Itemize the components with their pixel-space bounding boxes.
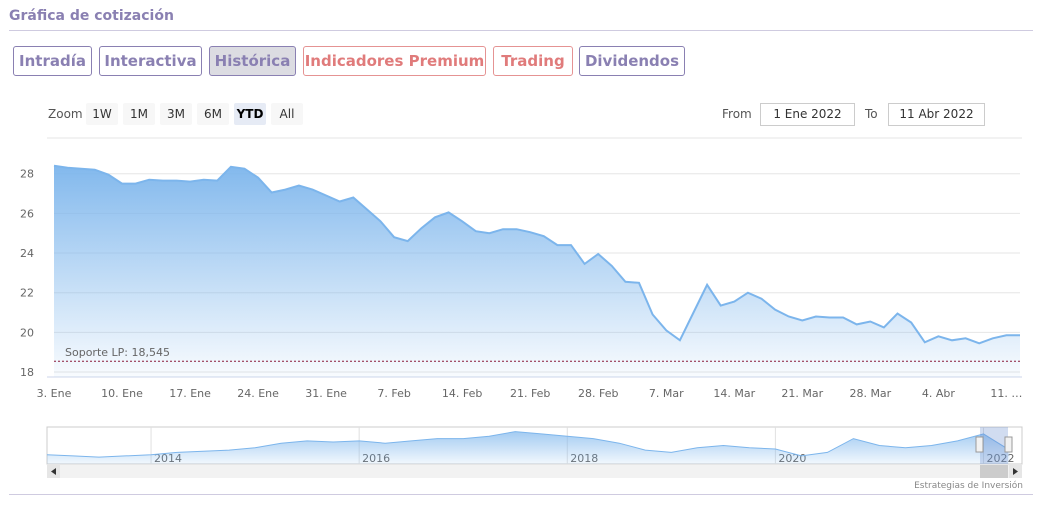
to-input[interactable]: 11 Abr 2022 <box>888 103 985 126</box>
arrow-left <box>51 468 56 475</box>
x-tick-label: 14. Feb <box>442 387 482 400</box>
y-tick-label: 22 <box>20 287 34 300</box>
tab-active[interactable]: Histórica <box>209 46 296 76</box>
to-label: To <box>865 107 878 121</box>
zoom-button-active[interactable]: YTD <box>234 103 266 125</box>
navigator-handle[interactable] <box>975 436 984 453</box>
zoom-button[interactable]: 1W <box>86 103 118 125</box>
zoom-button[interactable]: 1M <box>123 103 155 125</box>
x-tick-label: 4. Abr <box>922 387 955 400</box>
zoom-button[interactable]: 3M <box>160 103 192 125</box>
y-tick-label: 24 <box>20 247 34 260</box>
x-tick-label: 31. Ene <box>305 387 347 400</box>
y-tick-label: 26 <box>20 207 34 220</box>
x-tick-label: 21. Mar <box>781 387 823 400</box>
section-title: Gráfica de cotización <box>9 8 174 24</box>
area-fill <box>54 165 1020 377</box>
x-tick-label: 10. Ene <box>101 387 143 400</box>
from-input[interactable]: 1 Ene 2022 <box>760 103 855 126</box>
x-tick-label: 7. Mar <box>649 387 684 400</box>
x-tick-label: 17. Ene <box>169 387 211 400</box>
line <box>46 431 1010 458</box>
divider <box>9 494 1033 495</box>
credit: Estrategias de Inversión <box>914 481 1023 491</box>
x-tick-label: 28. Feb <box>578 387 618 400</box>
y-tick-label: 28 <box>20 168 34 181</box>
zoom-button[interactable]: 6M <box>197 103 229 125</box>
divider <box>9 30 1033 31</box>
x-tick-label: 21. Feb <box>510 387 550 400</box>
x-tick-label: 7. Feb <box>377 387 410 400</box>
tab[interactable]: Indicadores Premium <box>303 46 486 76</box>
support-label: Soporte LP: 18,545 <box>65 346 170 359</box>
x-tick-label: 3. Ene <box>37 387 72 400</box>
line <box>53 164 1020 345</box>
arrow-right <box>1013 468 1018 475</box>
tab[interactable]: Intradía <box>13 46 92 76</box>
from-label: From <box>722 107 752 121</box>
scrollbar-track[interactable] <box>47 465 1022 478</box>
zoom-button[interactable]: All <box>271 103 303 125</box>
area-fill <box>47 431 1010 464</box>
navigator-selection[interactable] <box>980 427 1008 464</box>
navigator-plot: 20142016201820202022 <box>46 427 1014 465</box>
x-tick-label: 24. Ene <box>237 387 279 400</box>
tab[interactable]: Dividendos <box>579 46 685 76</box>
x-tick-label: 14. Mar <box>713 387 755 400</box>
scrollbar-thumb[interactable] <box>980 465 1008 478</box>
main-plot: 18 20 22 24 26 28 3. Ene 10. Ene 17. Ene 24. Ene 3… <box>20 164 1022 400</box>
tab[interactable]: Interactiva <box>99 46 202 76</box>
y-tick-label: 20 <box>20 326 34 339</box>
navigator-handle[interactable] <box>1004 436 1013 453</box>
tab[interactable]: Trading <box>493 46 573 76</box>
zoom-label: Zoom <box>48 107 83 121</box>
y-tick-label: 18 <box>20 366 34 379</box>
x-tick-label: 28. Mar <box>849 387 891 400</box>
x-tick-label: 11. … <box>990 387 1022 400</box>
